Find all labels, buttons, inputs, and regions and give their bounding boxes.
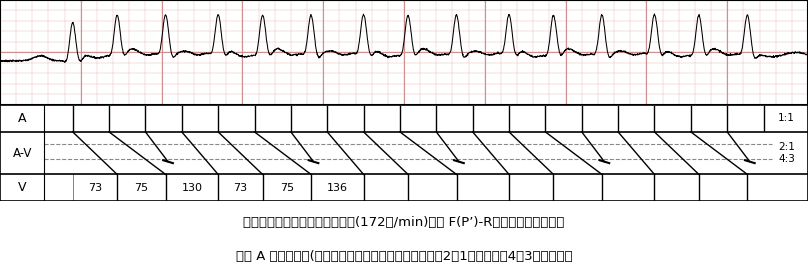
Text: 75: 75 [134, 183, 149, 193]
Text: 73: 73 [88, 183, 102, 193]
Text: 75: 75 [280, 183, 294, 193]
Text: 2:1: 2:1 [778, 142, 795, 152]
Text: 73: 73 [234, 183, 247, 193]
Text: 1:1: 1:1 [778, 113, 795, 123]
Text: A-V: A-V [13, 147, 32, 160]
Text: 替性 A 型文氏周期(提示房室交接区上层一度阻滞，中层2：1阻滞，下层4：3文氏现象）: 替性 A 型文氏周期(提示房室交接区上层一度阻滞，中层2：1阻滞，下层4：3文氏… [236, 250, 572, 263]
Text: 4:3: 4:3 [778, 154, 795, 164]
Text: 缓慢型心房朴动或房性心动过速(172次/min)，长 F(P’)-R间期型房室交接区交: 缓慢型心房朴动或房性心动过速(172次/min)，长 F(P’)-R间期型房室交… [243, 216, 565, 229]
Text: 130: 130 [182, 183, 202, 193]
Text: 136: 136 [327, 183, 347, 193]
Text: V: V [18, 181, 27, 195]
Text: A: A [18, 112, 27, 125]
